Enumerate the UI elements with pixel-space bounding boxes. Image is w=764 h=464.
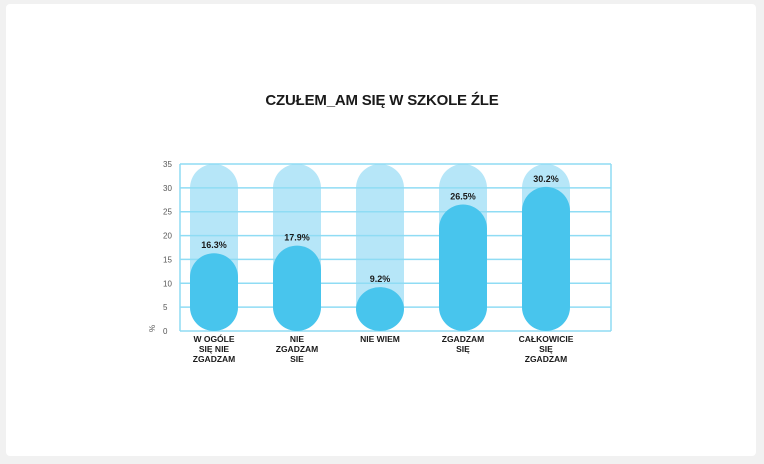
bar-value-label: 17.9% bbox=[284, 233, 310, 243]
y-tick-label: 20 bbox=[163, 232, 172, 241]
bar-track bbox=[356, 164, 404, 331]
bar bbox=[522, 186, 570, 331]
y-tick-label: 15 bbox=[163, 255, 172, 264]
y-tick-label: 10 bbox=[163, 279, 172, 288]
bar-value-label: 30.2% bbox=[533, 174, 559, 184]
bar bbox=[439, 204, 487, 331]
bar-value-label: 26.5% bbox=[450, 192, 476, 202]
y-tick-label: 25 bbox=[163, 208, 172, 217]
y-tick-label: 30 bbox=[163, 184, 172, 193]
bar bbox=[273, 245, 321, 331]
category-label: NIE WIEM bbox=[360, 334, 400, 344]
category-label: NIE ZGADZAM SIE bbox=[276, 334, 319, 364]
bar-value-label: 16.3% bbox=[201, 240, 227, 250]
bar-value-label: 9.2% bbox=[370, 274, 391, 284]
category-label: ZGADZAM SIĘ bbox=[442, 334, 485, 354]
category-label: CAŁKOWICIE SIĘ ZGADZAM bbox=[519, 334, 574, 364]
y-tick-label: 0 bbox=[163, 327, 168, 336]
y-tick-label: 35 bbox=[163, 160, 172, 169]
bar bbox=[190, 253, 238, 331]
y-tick-label: 5 bbox=[163, 303, 168, 312]
chart-title: CZUŁEM_AM SIĘ W SZKOLE ŹLE bbox=[265, 92, 499, 109]
y-axis-label: % bbox=[148, 325, 157, 332]
bar bbox=[356, 287, 404, 331]
category-label: W OGÓLE SIĘ NIE ZGADZAM bbox=[193, 333, 236, 364]
